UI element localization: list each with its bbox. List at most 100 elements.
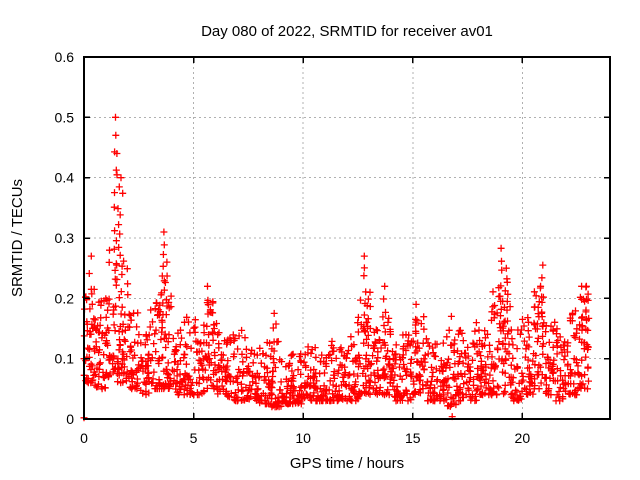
data-point: [442, 332, 451, 341]
data-point: [432, 340, 442, 349]
data-point: [105, 258, 114, 267]
data-point: [485, 341, 494, 350]
data-point: [203, 282, 212, 291]
tick-labels: 0 5 10 15 20 0 0.1 0.2 0.3 0.4 0.5 0.6: [55, 49, 531, 446]
data-point: [87, 251, 96, 261]
data-point: [189, 324, 198, 333]
data-point: [132, 322, 141, 332]
data-point: [559, 355, 569, 364]
x-axis-label: GPS time / hours: [290, 455, 404, 472]
plot-border-and-ticks: [83, 56, 611, 420]
data-point: [552, 349, 562, 359]
data-point: [119, 256, 128, 266]
data-point: [493, 382, 502, 391]
data-point: [249, 358, 258, 367]
data-point: [366, 377, 375, 386]
data-point: [116, 309, 126, 319]
data-point: [525, 332, 534, 342]
data-point: [186, 344, 196, 353]
data-point: [268, 372, 277, 381]
data-point: [493, 343, 502, 353]
data-point: [419, 312, 428, 321]
data-point: [156, 335, 166, 344]
data-point: [113, 204, 123, 213]
data-point: [320, 368, 329, 378]
data-point: [133, 308, 142, 318]
data-point: [149, 339, 158, 348]
data-point: [111, 113, 120, 122]
data-point: [524, 326, 533, 335]
data-point: [115, 335, 124, 344]
data-point: [246, 349, 256, 358]
data-point: [537, 273, 547, 282]
data-point: [110, 326, 120, 335]
x-tick-label: 15: [405, 430, 421, 446]
data-point: [257, 359, 266, 368]
data-point: [238, 357, 247, 366]
data-point: [276, 385, 285, 395]
data-point: [432, 377, 442, 386]
data-point: [112, 260, 121, 270]
data-point: [112, 165, 121, 175]
data-point: [115, 293, 124, 302]
data-point: [365, 288, 375, 297]
data-point: [109, 320, 119, 330]
data-point: [373, 347, 382, 356]
data-point: [385, 355, 394, 364]
data-point: [118, 303, 127, 312]
data-point: [470, 327, 480, 336]
data-point: [530, 303, 539, 312]
data-point: [571, 333, 580, 342]
data-point: [423, 338, 433, 347]
data-point: [531, 291, 541, 300]
data-point: [191, 315, 200, 324]
data-point: [427, 363, 436, 372]
y-tick-label: 0.1: [55, 351, 75, 367]
data-point: [144, 350, 153, 359]
data-point: [114, 220, 123, 229]
data-point: [113, 377, 122, 386]
data-point: [583, 289, 593, 299]
data-point: [130, 338, 139, 347]
data-point: [110, 203, 119, 212]
data-point: [477, 390, 486, 399]
data-point: [110, 188, 119, 197]
data-point: [270, 309, 279, 318]
data-point: [583, 362, 593, 372]
data-point: [166, 291, 176, 301]
data-point: [360, 251, 369, 261]
data-point: [103, 306, 112, 315]
data-point: [518, 315, 527, 324]
data-point: [85, 269, 94, 278]
y-tick-label: 0.6: [55, 49, 75, 65]
data-point: [512, 344, 522, 353]
y-tick-label: 0.2: [55, 290, 75, 306]
data-point: [419, 365, 429, 374]
data-point: [159, 227, 169, 237]
data-point: [359, 271, 369, 280]
data-point: [162, 310, 171, 319]
data-point: [468, 338, 478, 348]
data-point: [503, 278, 512, 287]
data-point: [536, 282, 545, 291]
data-point: [112, 236, 121, 245]
data-point: [169, 334, 178, 343]
data-point: [411, 300, 421, 309]
y-tick-label: 0.5: [55, 109, 75, 125]
data-point: [134, 330, 144, 339]
x-tick-label: 20: [515, 430, 531, 446]
data-point: [446, 341, 455, 350]
data-point: [121, 337, 130, 346]
data-point: [346, 332, 356, 341]
data-point: [116, 210, 125, 220]
data-point: [190, 322, 200, 332]
data-point: [499, 317, 509, 327]
data-point: [217, 355, 227, 365]
data-point: [168, 365, 177, 375]
data-point: [112, 275, 122, 284]
x-tick-label: 0: [80, 430, 88, 446]
data-point: [149, 367, 159, 377]
data-point: [508, 340, 518, 350]
data-point: [117, 270, 127, 279]
